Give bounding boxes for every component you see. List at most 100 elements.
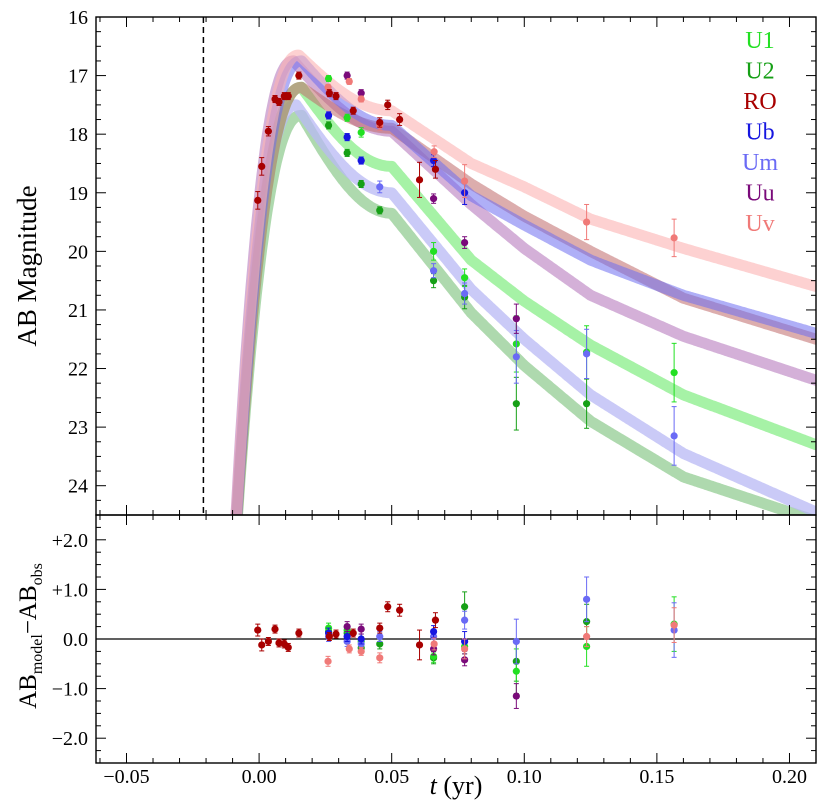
- data-point-ro: [396, 115, 404, 124]
- data-point-u1: [461, 274, 469, 282]
- data-point-u1: [429, 247, 438, 255]
- y-label-minus-ab: −AB: [15, 585, 42, 634]
- residual-point-ub: [357, 635, 365, 643]
- data-point-ro: [332, 92, 340, 100]
- top-y-tick-label: 21: [68, 300, 88, 322]
- top-y-tick-label: 18: [68, 124, 88, 146]
- data-point-uv: [670, 234, 678, 242]
- residual-point-uu: [461, 656, 469, 664]
- top-y-tick-label: 17: [68, 66, 88, 88]
- residual-point-uv: [670, 621, 678, 629]
- data-point-u2: [512, 400, 520, 408]
- data-point-ub: [343, 133, 351, 141]
- bottom-y-tick-label: +1.0: [52, 579, 88, 601]
- top-y-tick-label: 22: [68, 359, 88, 381]
- x-label-unit: (yr): [437, 771, 482, 800]
- legend-item-ro: RO: [743, 89, 776, 115]
- data-point-ro: [275, 98, 283, 106]
- data-point-ro: [284, 92, 292, 100]
- legend-item-u1: U1: [745, 28, 774, 54]
- residual-point-uv: [345, 645, 353, 653]
- residual-point-ro: [332, 630, 340, 638]
- residual-point-ub: [429, 627, 438, 636]
- x-tick-label: 0.10: [507, 766, 542, 788]
- top-panel-points: [254, 71, 678, 466]
- residual-point-ro: [431, 616, 440, 624]
- residual-point-ro: [295, 629, 303, 637]
- x-axis-label: t (yr): [430, 771, 483, 800]
- legend: U1 U2 RO Ub Um Uu Uv: [742, 28, 778, 237]
- residual-point-uu: [343, 623, 351, 631]
- residual-point-uv: [376, 654, 384, 662]
- data-point-ro: [254, 196, 262, 204]
- residual-point-ro: [396, 606, 404, 614]
- data-point-ro: [431, 165, 440, 173]
- data-point-ro: [415, 176, 424, 184]
- data-point-um: [429, 267, 438, 275]
- data-point-uv: [357, 95, 365, 103]
- residual-point-ro: [258, 641, 266, 649]
- residual-point-ro: [415, 641, 424, 649]
- data-point-uu: [461, 238, 469, 247]
- residual-point-ro: [284, 643, 292, 652]
- data-point-um: [670, 432, 678, 440]
- bottom-y-axis-label: ABmodel−ABobs: [15, 563, 46, 709]
- top-y-axis-label: AB Magnitude: [12, 185, 42, 346]
- x-tick-label: 0.00: [242, 766, 277, 788]
- model-band-uv: [230, 49, 816, 515]
- data-point-ro: [376, 118, 384, 127]
- data-point-uv: [430, 148, 438, 156]
- residual-points: [254, 576, 678, 709]
- residual-point-ro: [384, 603, 392, 611]
- residual-point-u1: [512, 667, 520, 675]
- y-label-sub-obs: obs: [29, 563, 46, 585]
- top-y-tick-label: 23: [68, 417, 88, 439]
- data-point-ro: [325, 89, 333, 97]
- residual-point-ro: [376, 624, 384, 632]
- data-point-u1: [324, 74, 333, 83]
- residual-point-um: [583, 595, 591, 603]
- data-point-u2: [357, 180, 365, 188]
- top-y-tick-label: 16: [68, 7, 88, 29]
- residual-point-uv: [357, 647, 365, 656]
- top-y-tick-label: 24: [68, 476, 88, 498]
- data-point-ro: [258, 162, 266, 170]
- data-point-u2: [324, 121, 333, 129]
- legend-item-u2: U2: [745, 59, 774, 85]
- legend-item-uv: Uv: [745, 211, 774, 237]
- top-y-tick-label: 20: [68, 241, 88, 263]
- residual-point-uu: [357, 625, 365, 633]
- legend-item-uu: Uu: [745, 181, 774, 207]
- data-point-uu: [512, 315, 520, 323]
- x-tick-label: 0.15: [639, 766, 674, 788]
- data-point-uv: [345, 77, 353, 86]
- data-point-u2: [376, 206, 384, 214]
- x-tick-label: −0.05: [103, 766, 149, 788]
- data-point-ro: [384, 101, 392, 109]
- data-point-ub: [357, 156, 365, 165]
- residual-point-ro: [325, 632, 333, 641]
- data-point-ro: [349, 107, 357, 115]
- data-point-uv: [583, 218, 591, 226]
- data-point-u2: [429, 277, 438, 285]
- data-point-u2: [343, 149, 351, 157]
- x-label-var: t: [430, 771, 438, 800]
- residual-point-uv: [583, 632, 591, 641]
- residual-point-u2: [461, 603, 469, 611]
- data-point-um: [583, 350, 591, 358]
- residual-point-uv: [324, 657, 332, 665]
- data-point-uu: [429, 195, 438, 203]
- data-point-u1: [343, 114, 351, 122]
- axes: −0.05 0.00 0.05 0.10 0.15 0.20 16 17 18 19 20 21 22 2…: [52, 7, 817, 788]
- bottom-y-tick-label: −2.0: [52, 728, 88, 750]
- residual-point-um: [512, 637, 520, 646]
- data-point-uu: [357, 89, 365, 97]
- y-label-sub-model: model: [29, 634, 46, 675]
- residual-point-uu: [512, 692, 520, 700]
- data-point-u1: [357, 128, 365, 137]
- bottom-y-tick-label: 0.0: [63, 629, 88, 651]
- bottom-y-tick-label: −1.0: [52, 679, 88, 701]
- residual-point-ub: [343, 632, 351, 641]
- model-band-u2: [232, 109, 816, 515]
